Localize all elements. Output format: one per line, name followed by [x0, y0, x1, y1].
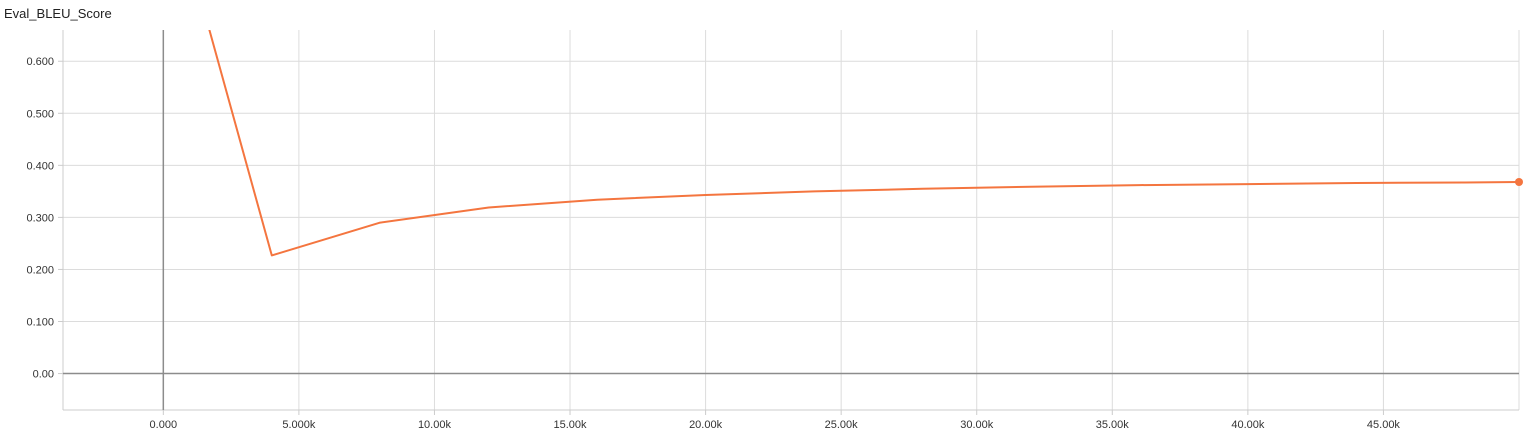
x-tick-label: 30.00k: [960, 419, 994, 431]
grid-lines: [58, 30, 1520, 415]
y-tick-labels: 0.00 0.100 0.200 0.300 0.400 0.500 0.600: [26, 56, 54, 380]
marker-group: [1515, 178, 1523, 186]
series-line: [208, 30, 1519, 257]
y-tick-label: 0.200: [26, 264, 54, 276]
x-tick-label: 45.00k: [1367, 419, 1401, 431]
x-tick-label: 0.000: [150, 419, 178, 431]
x-tick-label: 5.000k: [282, 419, 316, 431]
x-tick-label: 10.00k: [418, 419, 452, 431]
x-tick-label: 40.00k: [1231, 419, 1265, 431]
y-tick-label: 0.500: [26, 108, 54, 120]
x-tick-labels: 0.000 5.000k 10.00k 15.00k 20.00k 25.00k 30.00…: [150, 419, 1401, 431]
series-group: [208, 30, 1519, 257]
y-tick-label: 0.300: [26, 212, 54, 224]
y-tick-label: 0.400: [26, 160, 54, 172]
y-tick-label: 0.100: [26, 317, 54, 329]
x-tick-label: 25.00k: [825, 419, 859, 431]
series-end-point: [1515, 178, 1523, 186]
axes: [62, 30, 1519, 411]
x-tick-label: 35.00k: [1096, 419, 1130, 431]
chart-title: Eval_BLEU_Score: [4, 6, 112, 21]
x-tick-label: 20.00k: [689, 419, 723, 431]
y-tick-label: 0.00: [33, 369, 54, 381]
y-tick-label: 0.600: [26, 56, 54, 68]
x-tick-label: 15.00k: [554, 419, 588, 431]
